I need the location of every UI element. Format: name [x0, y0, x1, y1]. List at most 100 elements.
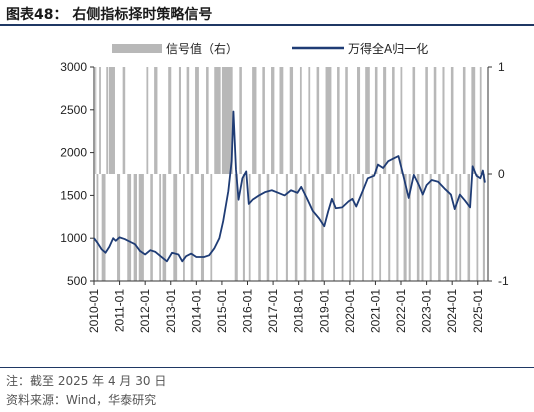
- signal-bar: [416, 174, 420, 281]
- left-tick-label: 3000: [60, 60, 87, 74]
- signal-bar: [221, 67, 233, 174]
- signal-bar: [421, 174, 424, 281]
- signal-bar: [311, 174, 315, 281]
- x-tick-label: 2010-01: [87, 289, 101, 333]
- figure-label: 图表48：: [6, 7, 68, 23]
- left-tick-label: 1500: [60, 188, 87, 202]
- x-tick-label: 2011-01: [113, 289, 127, 332]
- signal-bar: [357, 67, 361, 174]
- signal-bar: [471, 67, 476, 174]
- signal-bar: [206, 67, 209, 174]
- signal-bar: [446, 174, 450, 281]
- signal-bar: [455, 174, 458, 281]
- signal-bar: [482, 174, 485, 281]
- signal-bar: [262, 67, 265, 174]
- x-tick-label: 2016-01: [241, 289, 255, 333]
- signal-bar: [396, 174, 399, 281]
- signal-bar: [408, 174, 411, 281]
- signal-bar: [371, 174, 374, 281]
- signal-bar: [133, 174, 137, 281]
- signal-bar: [462, 67, 466, 174]
- x-tick-label: 2020-01: [343, 289, 357, 333]
- left-tick-label: 1000: [60, 231, 87, 245]
- signal-bar: [438, 174, 441, 281]
- signal-bar: [108, 67, 115, 174]
- signal-bar: [266, 174, 270, 281]
- signal-bar: [303, 174, 307, 281]
- signal-bar: [425, 67, 428, 174]
- signal-bar: [374, 67, 378, 174]
- signal-bar: [210, 174, 213, 281]
- signal-bar: [383, 67, 387, 174]
- x-tick-label: 2019-01: [317, 289, 331, 333]
- signal-bar: [106, 67, 109, 174]
- left-tick-label: 500: [67, 274, 87, 288]
- right-tick-label: 1: [498, 60, 505, 74]
- footnote: 注：截至 2025 年 4 月 30 日: [6, 374, 167, 388]
- legend: 信号值（右） 万得全A归一化: [112, 41, 428, 56]
- x-tick-label: 2022-01: [394, 289, 408, 333]
- x-tick-label: 2014-01: [189, 289, 203, 333]
- signal-bar: [299, 67, 302, 174]
- signal-bar: [400, 67, 403, 174]
- signal-bar: [173, 174, 178, 281]
- signal-bar: [200, 174, 205, 281]
- signal-bar: [365, 67, 370, 174]
- signal-bar: [271, 67, 275, 174]
- signal-bar: [146, 67, 149, 174]
- signal-bar: [150, 174, 153, 281]
- signal-bar: [214, 67, 221, 174]
- signal-bar: [242, 174, 245, 281]
- x-tick-label: 2018-01: [292, 289, 306, 333]
- signal-bar: [388, 174, 391, 281]
- signal-bar: [190, 174, 194, 281]
- index-line-group: [93, 110, 486, 263]
- signal-bar: [252, 67, 257, 174]
- chart: 信号值（右） 万得全A归一化 3000 2500 2000 1500 1000 500 1 0…: [60, 41, 509, 333]
- signal-bar: [248, 174, 251, 281]
- figure-title-text: 右侧指标择时策略信号: [72, 7, 213, 23]
- left-tick-label: 2500: [60, 103, 87, 117]
- signal-bar: [403, 174, 407, 281]
- left-tick-label: 2000: [60, 146, 87, 160]
- signal-bar: [450, 67, 454, 174]
- signal-bar: [95, 67, 97, 174]
- signal-bar: [337, 67, 340, 174]
- signal-bar: [234, 174, 238, 281]
- signal-bar: [183, 174, 185, 281]
- signal-bar: [352, 174, 355, 281]
- legend-signal-swatch: [112, 44, 162, 53]
- signal-bar: [349, 174, 352, 281]
- signal-bar: [341, 174, 344, 281]
- signal-bar: [276, 174, 278, 281]
- x-tick-label: 2017-01: [266, 289, 280, 333]
- signal-bar: [279, 67, 284, 174]
- signal-bar: [127, 174, 132, 281]
- legend-signal-label: 信号值（右）: [166, 41, 238, 56]
- signal-bar: [467, 174, 471, 281]
- signal-bar: [333, 174, 335, 281]
- signal-bar: [433, 67, 437, 174]
- signal-bar: [285, 174, 288, 281]
- signal-bar: [294, 174, 298, 281]
- source-note: 资料来源：Wind，华泰研究: [6, 393, 157, 407]
- signal-bar: [476, 174, 479, 281]
- signal-bar: [117, 174, 121, 281]
- signal-bar: [101, 174, 106, 281]
- signal-bar: [195, 67, 199, 174]
- top-rule: [0, 24, 534, 26]
- signal-bar: [345, 67, 348, 174]
- bottom-rule: [0, 367, 534, 368]
- signal-bar: [154, 67, 158, 174]
- x-tick-label: 2015-01: [215, 289, 229, 333]
- signal-bar: [379, 174, 382, 281]
- signal-bar: [99, 67, 101, 174]
- x-tick-label: 2021-01: [368, 289, 382, 333]
- signal-bar: [138, 174, 144, 281]
- signal-bar: [316, 67, 320, 174]
- signal-bar: [96, 174, 99, 281]
- legend-index-label: 万得全A归一化: [348, 41, 428, 56]
- signal-bar: [459, 174, 462, 281]
- index-line: [93, 110, 486, 263]
- signal-bar: [159, 174, 162, 281]
